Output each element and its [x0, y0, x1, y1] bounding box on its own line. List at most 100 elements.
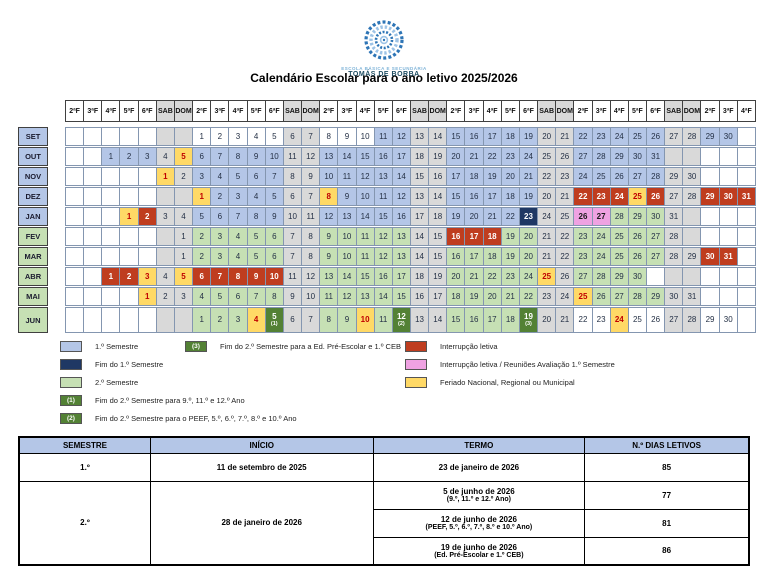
- day-number: 23: [505, 151, 515, 161]
- termo-detail: (PEEF, 5.º, 6.º, 7.º, 8.º e 10.º Ano): [425, 524, 533, 531]
- day-cell-nov-24: 24: [573, 167, 593, 186]
- day-number: 12: [396, 311, 406, 321]
- day-cell-mar-10: 10: [337, 247, 357, 266]
- day-cell-jun-22: 22: [573, 307, 593, 333]
- empty-cell: [119, 127, 139, 146]
- day-cell-abr-3: 3: [137, 267, 157, 286]
- day-number: 22: [542, 171, 552, 181]
- day-cell-dez-6: 6: [282, 187, 303, 206]
- day-number: 13: [415, 191, 424, 201]
- day-cell-abr-19: 19: [428, 267, 448, 286]
- day-cell-nov-4: 4: [210, 167, 230, 186]
- day-cell-nov-6: 6: [246, 167, 266, 186]
- day-cell-dez-24: 24: [609, 187, 629, 206]
- day-cell-nov-1: 1: [155, 167, 175, 186]
- day-cell-nov-25: 25: [591, 167, 611, 186]
- day-number: 21: [487, 211, 497, 221]
- day-cell-mai-4: 4: [192, 287, 212, 306]
- month-label-fev: FEV: [18, 227, 48, 246]
- day-cell-nov-20: 20: [500, 167, 520, 186]
- day-number: 9: [326, 251, 331, 261]
- weekday-header-4ªf: 4ªF: [736, 100, 756, 122]
- inicio-cell: 28 de janeiro de 2026: [149, 480, 374, 566]
- day-number: 15: [433, 251, 443, 261]
- day-cell-abr-13: 13: [319, 267, 339, 286]
- day-cell-set-1: 1: [192, 127, 212, 146]
- day-number: 26: [614, 171, 624, 181]
- day-cell-mar-9: 9: [319, 247, 339, 266]
- empty-cell: [83, 167, 103, 186]
- empty-cell: [65, 187, 85, 206]
- day-cell-set-29: 29: [700, 127, 720, 146]
- day-number: 7: [290, 231, 295, 241]
- day-number: 2: [126, 151, 132, 161]
- legend-swatch-int: [405, 340, 427, 352]
- legend-label: Interrupção letiva / Reuniões Avaliação …: [440, 359, 615, 369]
- day-number: 23: [596, 315, 606, 324]
- day-number: 16: [378, 271, 388, 281]
- day-number: 19: [433, 151, 443, 161]
- day-cell-set-28: 28: [682, 127, 702, 146]
- month-row-out: OUT 1 2 3 4 5 6 7 8 9 10 11 12 13 14 15 16 17 18 19 20 21 22 23…: [18, 147, 756, 166]
- day-cell-mai-28: 28: [627, 287, 647, 306]
- column-header-n-dias-letivos: N.º DIAS LETIVOS: [584, 436, 750, 454]
- day-number: 14: [433, 315, 443, 324]
- day-cell-jan-11: 11: [301, 207, 321, 226]
- day-cell-mai-19: 19: [464, 287, 484, 306]
- day-cell-mar-25: 25: [609, 247, 629, 266]
- day-cell-mai-29: 29: [646, 287, 666, 306]
- day-number: 31: [723, 251, 733, 261]
- day-number: 27: [669, 191, 679, 201]
- day-cell-nov-13: 13: [373, 167, 393, 186]
- day-number: 6: [290, 131, 295, 141]
- day-cell-dez-28: 28: [682, 187, 702, 206]
- empty-cell: [101, 247, 121, 266]
- empty-cell: [83, 247, 103, 266]
- month-cells-mai: 1 2 3 4 5 6 7 8 9 10 11 12 13 14 15 16 17 18 19 20 21 22 23 24 2…: [65, 287, 756, 306]
- empty-cell: [65, 207, 85, 226]
- month-rows: SET 1 2 3 4 5 6 7 8 9 10 11 12 13 14 15 16 17 18 19 20 21 22 23…: [18, 127, 756, 333]
- day-cell-jun-29: 29: [700, 307, 720, 333]
- day-number: 5: [253, 231, 259, 241]
- day-number: 7: [235, 211, 241, 221]
- day-cell-fev-13: 13: [391, 227, 411, 246]
- day-cell-set-16: 16: [464, 127, 484, 146]
- day-cell-nov-15: 15: [409, 167, 430, 186]
- empty-cell: [736, 307, 756, 333]
- day-cell-jun-27: 27: [664, 307, 684, 333]
- day-number: 30: [723, 191, 733, 201]
- day-cell-jan-16: 16: [391, 207, 411, 226]
- day-cell-jan-3: 3: [155, 207, 175, 226]
- empty-cell: [736, 207, 756, 226]
- legend-swatch-end1: [60, 358, 82, 370]
- day-cell-dez-31: 31: [736, 187, 756, 206]
- day-number: 6: [199, 271, 204, 281]
- empty-cell: [137, 307, 157, 333]
- semester-cell: 1.º: [18, 452, 151, 482]
- day-cell-mai-5: 5: [210, 287, 230, 306]
- day-number: 10: [360, 315, 370, 324]
- day-cell-fev-7: 7: [282, 227, 303, 246]
- semester-cell: 2.º: [18, 480, 151, 566]
- day-cell-mar-5: 5: [246, 247, 266, 266]
- day-number: 1: [181, 251, 186, 261]
- day-cell-fev-12: 12: [373, 227, 393, 246]
- day-number: 9: [344, 131, 350, 141]
- day-number: 12: [396, 191, 406, 201]
- day-cell-jan-22: 22: [500, 207, 520, 226]
- day-number: 27: [669, 315, 679, 324]
- day-cell-fev-16: 16: [446, 227, 466, 246]
- day-number: 23: [578, 251, 588, 261]
- empty-cell: [155, 127, 175, 146]
- day-number: 17: [396, 151, 406, 161]
- empty-cell: [718, 287, 738, 306]
- day-cell-set-10: 10: [355, 127, 375, 146]
- legend-item: Interrupção letiva: [405, 340, 615, 352]
- day-number: 3: [235, 191, 241, 201]
- empty-cell: [65, 247, 85, 266]
- day-number: 29: [705, 191, 715, 201]
- day-cell-mar-2: 2: [192, 247, 212, 266]
- termo-date: 23 de janeiro de 2026: [438, 462, 520, 472]
- day-cell-jun-8: 8: [319, 307, 339, 333]
- day-cell-fev-1: 1: [173, 227, 194, 246]
